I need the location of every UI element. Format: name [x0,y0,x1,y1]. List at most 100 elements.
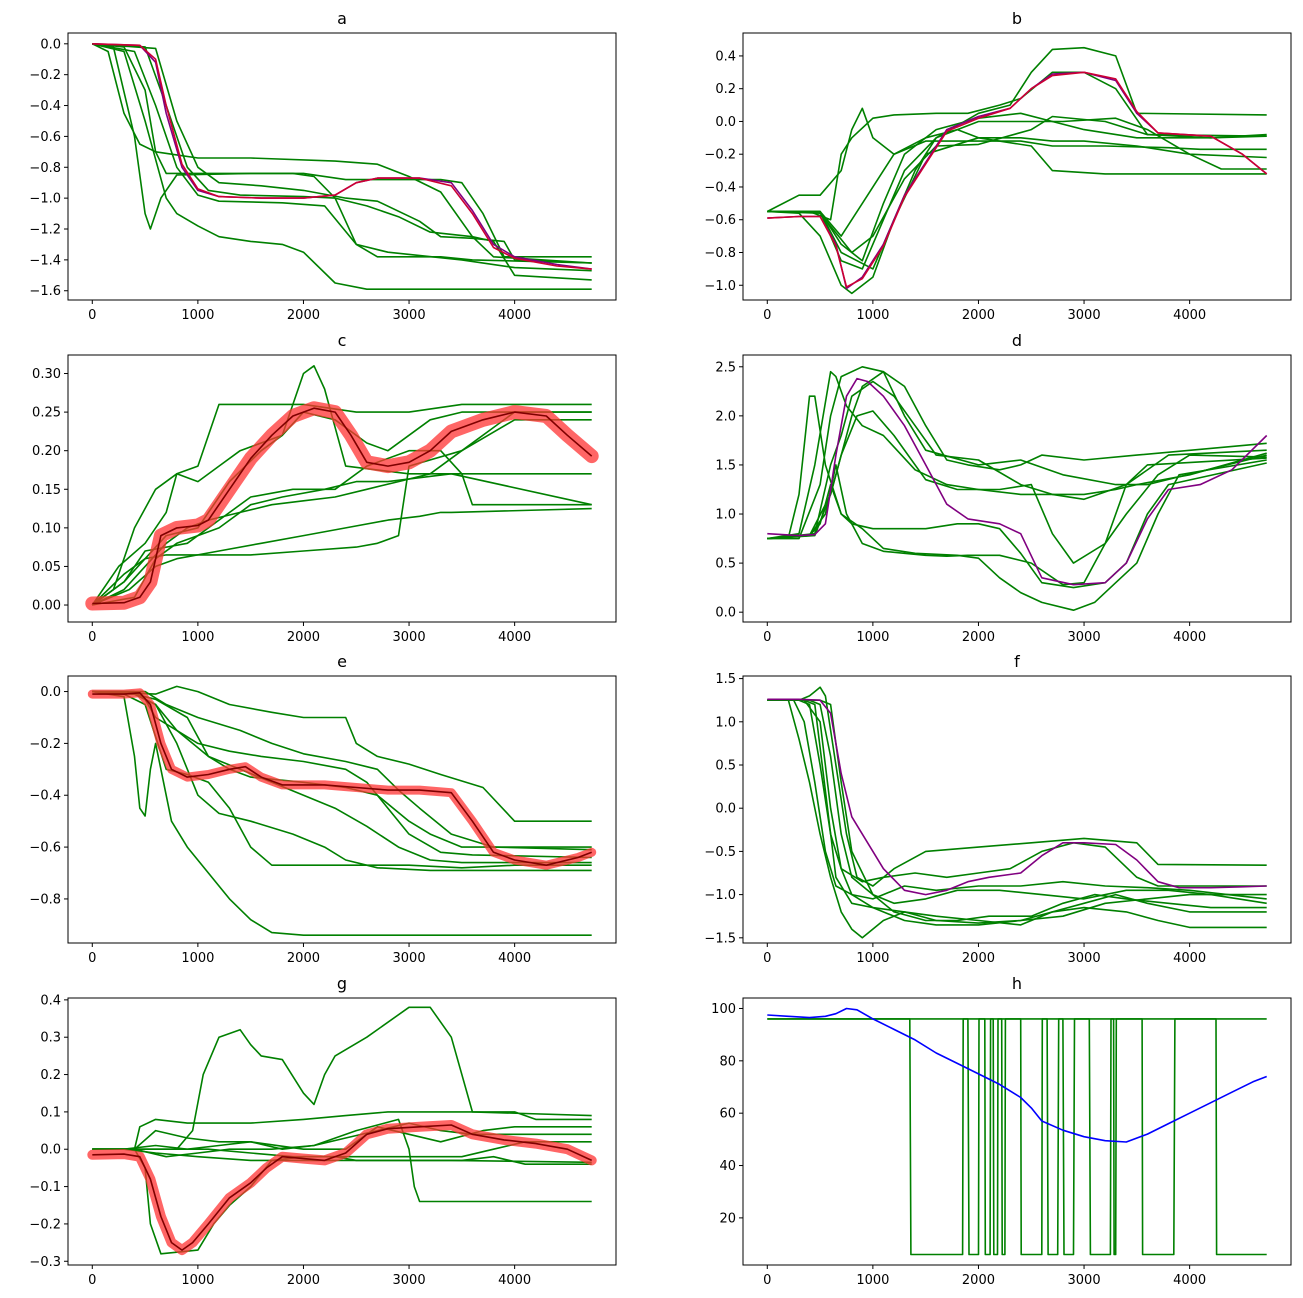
series-line [92,43,592,272]
x-tick-label: 4000 [498,308,531,323]
y-tick-label: −1.0 [29,192,61,207]
axes-frame [67,997,617,1266]
x-tick-label: 2000 [287,1273,320,1288]
y-tick-label: −0.2 [29,68,61,83]
x-tick-label: 3000 [393,1273,426,1288]
subplot-b: b 0 1000 2000 3000 4000 0.4 0.2 0.0 −0.2 −0.4 −0.6 −… [704,9,1292,323]
y-tick-label: 0.05 [32,560,61,575]
y-tick-label: −0.8 [704,246,736,261]
y-tick-label: 0.2 [715,82,736,97]
x-tick-label: 4000 [1173,308,1206,323]
series-line [767,698,1267,896]
series-line [92,1006,592,1150]
y-tick-label: 20 [719,1211,736,1226]
series-line [767,366,1267,540]
x-tick-label: 0 [763,1273,771,1288]
x-tick-label: 1000 [181,308,214,323]
y-tick-label: 0.30 [32,367,61,382]
x-tick-label: 0 [763,630,771,645]
x-tick-label: 4000 [498,1273,531,1288]
y-tick-label: −1.4 [29,253,61,268]
x-tick-label: 1000 [856,1273,889,1288]
subplot-title: d [1012,331,1022,350]
x-tick-label: 1000 [856,630,889,645]
x-tick-label: 0 [88,630,96,645]
y-tick-label: −0.8 [29,161,61,176]
series-line [92,407,593,605]
y-tick-label: −0.2 [29,1217,61,1232]
subplot-f: f 0 1000 2000 3000 4000 1.5 1.0 0.5 0.0 −0.5 −1.0 −1… [704,652,1292,966]
series-line [767,410,1267,564]
x-tick-label: 3000 [1068,951,1101,966]
y-tick-label: 0.25 [32,406,61,421]
x-tick-label: 0 [88,308,96,323]
y-tick-label: 40 [719,1159,736,1174]
y-tick-label: −1.0 [704,888,736,903]
y-tick-label: −1.5 [704,931,736,946]
x-tick-label: 0 [88,951,96,966]
subplot-g: g 0 1000 2000 3000 4000 0.4 0.3 0.2 0.1 0.0 −0.1 −0.… [29,974,617,1288]
x-tick-label: 2000 [962,951,995,966]
plot-area [766,46,1268,295]
series-line [767,377,1268,586]
y-tick-label: −0.8 [29,892,61,907]
y-tick-label: 60 [719,1107,736,1122]
subplot-d: d 0 1000 2000 3000 4000 2.5 2.0 1.5 1.0 0.5 0.0 [715,331,1292,645]
series-line [767,699,1267,924]
series-line [767,457,1267,586]
y-tick-label: −0.5 [704,845,736,860]
y-tick-label: −0.6 [29,130,61,145]
series-line [767,71,1267,221]
series-line [767,140,1267,237]
series-line [767,699,1267,922]
x-tick-label: 2000 [962,1273,995,1288]
x-tick-label: 4000 [1173,951,1206,966]
plot-area [87,1006,597,1256]
y-tick-label: 0.1 [40,1105,61,1120]
plot-area [767,1007,1267,1256]
plot-area [767,686,1267,939]
series-line [92,43,592,264]
axes-frame [67,675,617,944]
y-tick-label: −0.4 [704,180,736,195]
series-line [767,1007,1267,1143]
y-tick-label: 1.0 [715,715,736,730]
x-tick-label: 3000 [393,951,426,966]
x-tick-label: 1000 [856,308,889,323]
x-tick-label: 3000 [393,308,426,323]
series-line [767,71,1268,288]
y-tick-label: 0.5 [715,557,736,572]
y-tick-label: 100 [711,1002,736,1017]
x-tick-label: 2000 [962,630,995,645]
series-line [767,137,1267,270]
y-tick-label: 0.4 [40,993,61,1008]
x-tick-label: 4000 [498,951,531,966]
y-tick-label: 0.5 [715,759,736,774]
series-line [767,112,1267,262]
x-tick-label: 4000 [498,630,531,645]
y-tick-label: 0.0 [40,1143,61,1158]
x-tick-label: 3000 [1068,1273,1101,1288]
series-line [767,699,1267,887]
y-tick-label: 0.00 [32,599,61,614]
y-tick-label: −0.2 [29,737,61,752]
axes-frame [67,354,617,623]
y-tick-label: −1.2 [29,223,61,238]
series-line [767,370,1267,540]
y-tick-label: −1.6 [29,284,61,299]
subplot-title: e [337,652,347,671]
series-line [92,1111,592,1150]
x-tick-label: 4000 [1173,630,1206,645]
plot-area [85,365,599,611]
x-tick-label: 1000 [181,951,214,966]
y-tick-label: 0.15 [32,483,61,498]
series-line [767,699,1267,905]
y-tick-label: 1.0 [715,508,736,523]
y-tick-label: −0.6 [29,841,61,856]
series-line [92,43,592,270]
subplot-e: e 0 1000 2000 3000 4000 0.0 −0.2 −0.4 −0.6 −0.8 [29,652,617,966]
y-tick-label: 0.2 [40,1068,61,1083]
subplot-title: b [1012,9,1022,28]
y-tick-label: 0.0 [40,37,61,52]
